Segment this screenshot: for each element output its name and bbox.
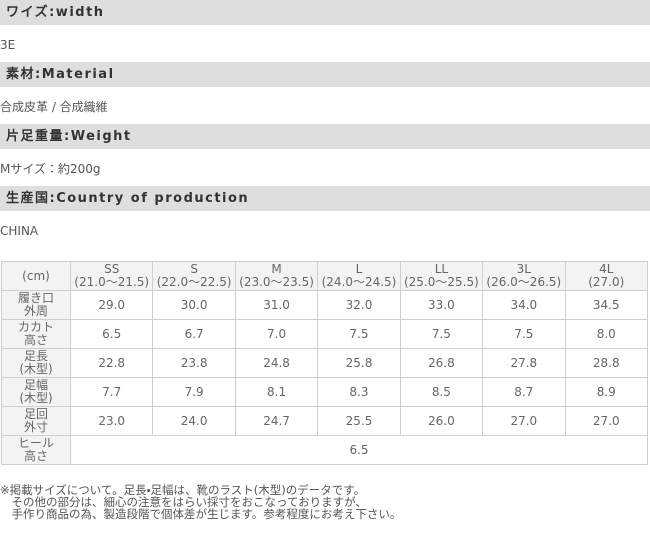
measure-value: 23.8 xyxy=(152,348,236,378)
size-name: L xyxy=(355,262,363,276)
measure-value: 8.3 xyxy=(317,377,401,407)
size-header: L (24.0〜24.5) xyxy=(317,261,401,291)
measure-row: 足回 外寸 23.0 24.0 24.7 25.5 26.0 27.0 27.0 xyxy=(1,406,649,436)
size-name: SS xyxy=(104,262,120,276)
measure-value: 28.8 xyxy=(564,348,649,378)
measure-value: 7.5 xyxy=(399,319,484,349)
measure-value: 6.5 xyxy=(69,319,154,349)
row-label: 足幅 (木型) xyxy=(1,377,71,407)
size-name: 3L xyxy=(516,262,531,276)
section-value: Mサイズ：約200g xyxy=(0,162,101,176)
measure-value: 24.7 xyxy=(234,406,319,436)
size-header: 3L (26.0〜26.5) xyxy=(482,261,566,291)
size-name: 4L xyxy=(599,262,614,276)
section-value: 3E xyxy=(0,38,16,52)
size-header: M (23.0〜23.5) xyxy=(234,261,319,291)
corner-cell: (cm) xyxy=(1,261,71,291)
cell-line: 外周 xyxy=(23,304,48,318)
cell-line: 足幅 xyxy=(23,378,48,392)
cell-line: (木型) xyxy=(19,391,53,405)
heel-value: 6.5 xyxy=(70,435,648,465)
heel-row: ヒール 高さ 6.5 xyxy=(1,435,648,465)
cell-line: その他の部分は、細心の注意をはらい採寸をおこなっておりますが、 xyxy=(0,495,367,509)
section-title: 素材:Material xyxy=(0,62,650,87)
section-value: CHINA xyxy=(0,224,39,238)
measure-value: 8.5 xyxy=(399,377,484,407)
measure-value: 7.5 xyxy=(317,319,401,349)
size-range: (26.0〜26.5) xyxy=(486,275,562,289)
measure-value: 6.7 xyxy=(152,319,236,349)
measure-value: 27.0 xyxy=(564,406,649,436)
cell-line: 足長 xyxy=(23,349,48,363)
measure-value: 8.7 xyxy=(482,377,566,407)
row-label: 足長 (木型) xyxy=(1,348,71,378)
section-title: 片足重量:Weight xyxy=(0,124,650,149)
size-range: (23.0〜23.5) xyxy=(239,275,314,289)
measure-value: 24.0 xyxy=(152,406,236,436)
measure-value: 22.8 xyxy=(69,348,154,378)
measure-value: 24.8 xyxy=(234,348,319,378)
size-name: S xyxy=(190,262,198,276)
cell-line: ヒール xyxy=(17,436,54,450)
cell-line: (木型) xyxy=(19,362,53,376)
measure-value: 8.9 xyxy=(564,377,649,407)
cell-line: カカト xyxy=(17,320,54,334)
row-label: 足回 外寸 xyxy=(1,406,71,436)
size-name: M xyxy=(271,262,282,276)
measure-value: 8.0 xyxy=(564,319,649,349)
size-range: (27.0) xyxy=(588,275,625,289)
footnote: ※掲載サイズについて。足長・足幅は、靴のラスト(木型)のデータです。 その他の部… xyxy=(0,484,401,520)
section-title: 生産国:Country of production xyxy=(0,186,650,211)
size-header: LL (25.0〜25.5) xyxy=(399,261,484,291)
measure-value: 7.0 xyxy=(234,319,319,349)
measure-value: 31.0 xyxy=(234,290,319,320)
cell-line: 手作り商品の為、製造段階で個体差が生じます。参考程度にお考え下さい。 xyxy=(0,507,402,521)
measure-value: 27.8 xyxy=(482,348,566,378)
size-range: (21.0〜21.5) xyxy=(74,275,150,289)
measure-row: 足長 (木型) 22.8 23.8 24.8 25.8 26.8 27.8 28.8 xyxy=(1,348,649,378)
row-label: 履き口 外周 xyxy=(1,290,71,320)
size-range: (25.0〜25.5) xyxy=(403,275,479,289)
cell-line: 履き口 xyxy=(17,291,54,305)
measure-value: 26.8 xyxy=(399,348,484,378)
cell-line: 高さ xyxy=(23,333,48,347)
measure-value: 23.0 xyxy=(69,406,154,436)
row-label: カカト 高さ xyxy=(1,319,71,349)
measure-value: 32.0 xyxy=(317,290,401,320)
cell-line: 外寸 xyxy=(23,420,48,434)
section-title: ワイズ:width xyxy=(0,0,650,25)
measure-value: 26.0 xyxy=(399,406,484,436)
measure-value: 33.0 xyxy=(399,290,484,320)
size-name: LL xyxy=(434,262,449,276)
measure-value: 7.7 xyxy=(69,377,154,407)
measure-value: 34.5 xyxy=(564,290,649,320)
cell-line: 足回 xyxy=(23,407,48,421)
cell-line: ※掲載サイズについて。足長・足幅は、靴のラスト(木型)のデータです。 xyxy=(0,483,366,497)
measure-row: 履き口 外周 29.0 30.0 31.0 32.0 33.0 34.0 34.5 xyxy=(1,290,649,320)
measure-row: カカト 高さ 6.5 6.7 7.0 7.5 7.5 7.5 8.0 xyxy=(1,319,649,349)
size-header: SS (21.0〜21.5) xyxy=(69,261,154,291)
measure-value: 29.0 xyxy=(69,290,154,320)
row-label: ヒール 高さ xyxy=(1,435,71,465)
measure-value: 30.0 xyxy=(152,290,236,320)
size-header: 4L (27.0) xyxy=(564,261,649,291)
measure-value: 25.8 xyxy=(317,348,401,378)
section-value: 合成皮革 / 合成織維 xyxy=(0,100,108,114)
measure-row: 足幅 (木型) 7.7 7.9 8.1 8.3 8.5 8.7 8.9 xyxy=(1,377,649,407)
size-header: S (22.0〜22.5) xyxy=(152,261,236,291)
measure-value: 7.5 xyxy=(482,319,566,349)
size-range: (24.0〜24.5) xyxy=(321,275,397,289)
measure-value: 34.0 xyxy=(482,290,566,320)
measure-value: 7.9 xyxy=(152,377,236,407)
size-range: (22.0〜22.5) xyxy=(156,275,232,289)
measure-value: 8.1 xyxy=(234,377,319,407)
header-row: (cm) SS (21.0〜21.5) S (22.0〜22.5) M (23.0〜23.5… xyxy=(1,261,649,291)
size-table: (cm) SS (21.0〜21.5) S (22.0〜22.5) M (23.0〜23.5… xyxy=(1,261,649,465)
measure-value: 27.0 xyxy=(482,406,566,436)
measure-value: 25.5 xyxy=(317,406,401,436)
cell-line: 高さ xyxy=(23,449,48,463)
